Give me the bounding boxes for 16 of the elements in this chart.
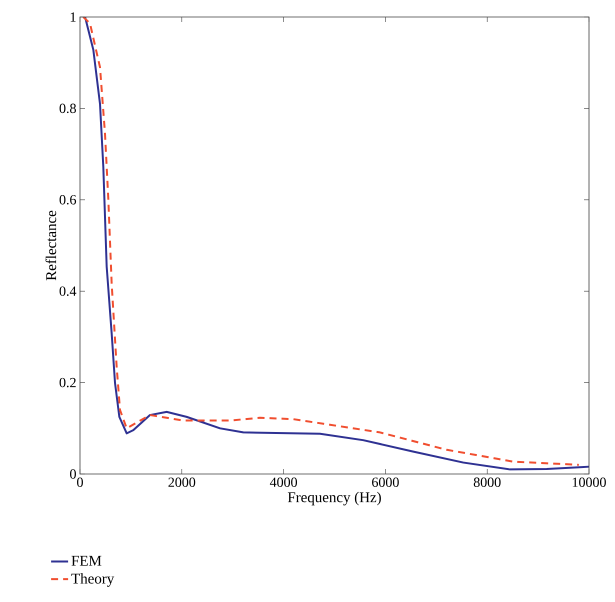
y-tick-label: 0.4 [60, 286, 76, 296]
x-tick-label: 2000 [168, 478, 196, 487]
x-tick-label: 4000 [270, 478, 298, 487]
x-axis-title: Frequency (Hz) [288, 492, 381, 506]
y-tick-label: 0.2 [60, 378, 76, 388]
x-tick-label: 0 [77, 478, 83, 487]
x-tick-label: 8000 [474, 478, 501, 487]
x-tick-label: 6000 [372, 478, 399, 487]
y-tick-label: 0 [70, 469, 76, 479]
y-tick-label: 0.8 [60, 104, 76, 114]
y-tick-label: 0.6 [60, 195, 76, 205]
y-axis-title: Reflectance [46, 210, 56, 280]
x-tick-label: 10000 [572, 478, 606, 487]
y-tick-label: 1 [70, 12, 76, 22]
legend-label: Theory [71, 573, 114, 587]
legend-label: FEM [72, 556, 102, 566]
